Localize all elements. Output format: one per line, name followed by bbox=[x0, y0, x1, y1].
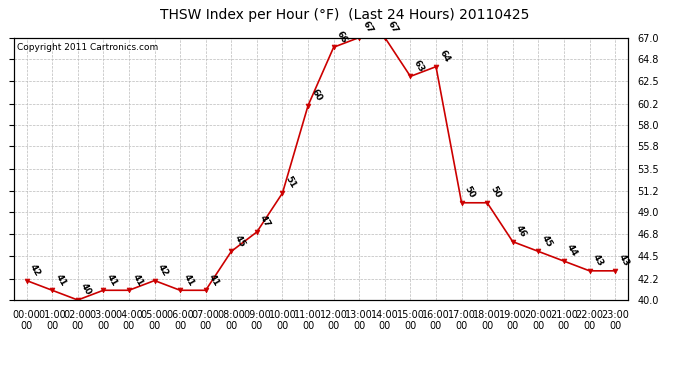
Text: 60: 60 bbox=[309, 87, 324, 103]
Text: 42: 42 bbox=[28, 262, 42, 278]
Text: 67: 67 bbox=[361, 19, 375, 35]
Text: 41: 41 bbox=[181, 272, 195, 288]
Text: 63: 63 bbox=[412, 58, 426, 74]
Text: 50: 50 bbox=[489, 185, 502, 200]
Text: 51: 51 bbox=[284, 175, 298, 190]
Text: Copyright 2011 Cartronics.com: Copyright 2011 Cartronics.com bbox=[17, 43, 158, 52]
Text: 47: 47 bbox=[258, 214, 273, 229]
Text: 44: 44 bbox=[565, 243, 580, 258]
Text: 41: 41 bbox=[207, 272, 221, 288]
Text: THSW Index per Hour (°F)  (Last 24 Hours) 20110425: THSW Index per Hour (°F) (Last 24 Hours)… bbox=[160, 8, 530, 21]
Text: 46: 46 bbox=[514, 224, 529, 239]
Text: 40: 40 bbox=[79, 282, 93, 297]
Text: 43: 43 bbox=[591, 253, 605, 268]
Text: 41: 41 bbox=[130, 272, 144, 288]
Text: 64: 64 bbox=[437, 48, 451, 64]
Text: 66: 66 bbox=[335, 29, 349, 45]
Text: 45: 45 bbox=[233, 233, 247, 249]
Text: 42: 42 bbox=[156, 262, 170, 278]
Text: 67: 67 bbox=[386, 19, 400, 35]
Text: 43: 43 bbox=[616, 253, 631, 268]
Text: 41: 41 bbox=[105, 272, 119, 288]
Text: 45: 45 bbox=[540, 233, 554, 249]
Text: 41: 41 bbox=[54, 272, 68, 288]
Text: 50: 50 bbox=[463, 185, 477, 200]
